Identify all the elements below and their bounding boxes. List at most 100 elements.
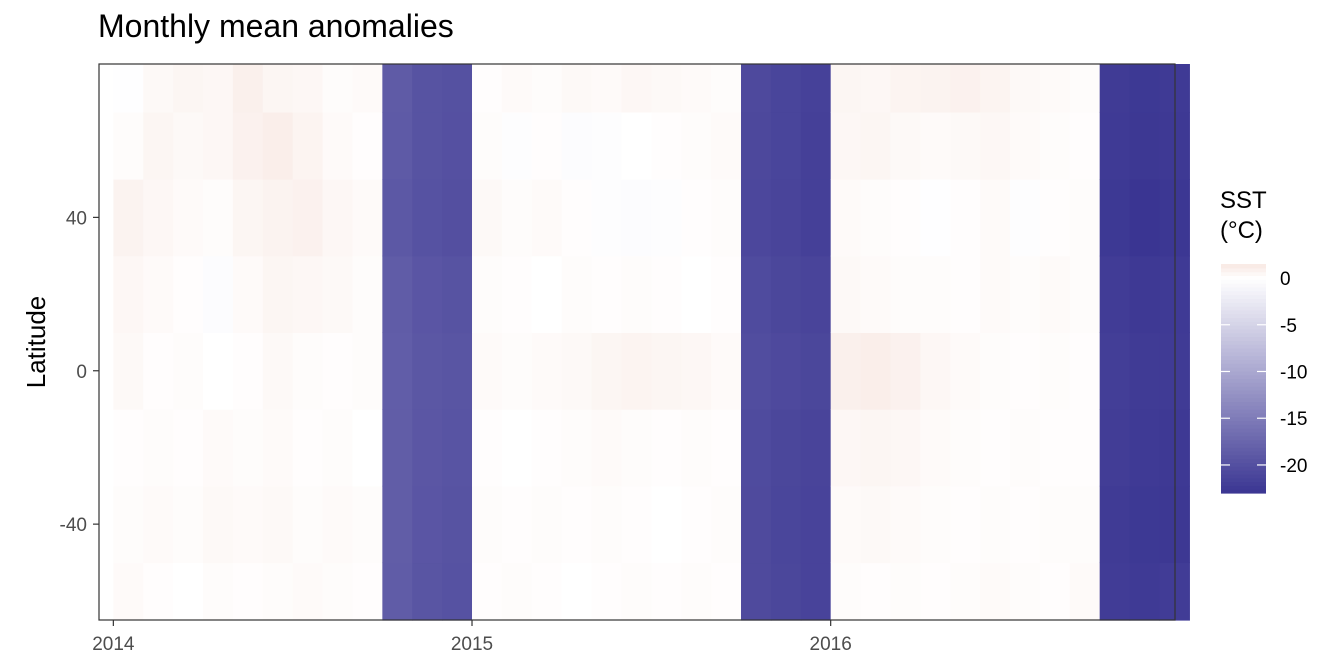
heatmap-cell	[412, 179, 443, 257]
colorbar-segment	[1221, 435, 1266, 441]
heatmap-cell	[232, 409, 264, 487]
heatmap-cell	[173, 64, 204, 113]
heatmap-cell	[621, 255, 652, 334]
colorbar-segment	[1221, 283, 1266, 288]
heatmap-cell	[711, 64, 742, 113]
colorbar-segment	[1221, 351, 1266, 357]
heatmap-cell	[621, 562, 652, 621]
heatmap-cell	[292, 255, 324, 334]
heatmap-cell	[770, 332, 802, 410]
heatmap-cell	[1039, 409, 1071, 487]
x-tick-label: 2014	[92, 634, 135, 655]
heatmap-cell	[741, 111, 772, 180]
heatmap-cell	[681, 64, 712, 113]
colorbar-segment	[1221, 347, 1266, 353]
heatmap-cell	[143, 111, 174, 180]
heatmap-cell	[412, 409, 443, 487]
heatmap-cell	[113, 562, 144, 621]
heatmap-cell	[591, 179, 623, 257]
heatmap-cell	[890, 64, 921, 113]
colorbar-tick-label: -20	[1280, 456, 1307, 477]
heatmap-cell	[173, 255, 204, 334]
heatmap-cell	[770, 179, 802, 257]
heatmap-cell	[322, 255, 354, 334]
heatmap-cell	[1039, 255, 1071, 334]
colorbar-segment	[1221, 462, 1266, 467]
heatmap-cell	[203, 111, 234, 180]
heatmap-cell	[741, 485, 772, 564]
heatmap-cell	[292, 332, 324, 410]
heatmap-cell	[651, 179, 682, 257]
heatmap-cell	[621, 64, 652, 113]
colorbar-tick-label: 0	[1280, 269, 1291, 290]
heatmap-cell	[950, 332, 981, 410]
heatmap-cell	[591, 562, 623, 621]
heatmap-cell	[352, 64, 383, 113]
heatmap-cell	[860, 485, 892, 564]
heatmap-cell	[591, 332, 623, 410]
heatmap-cell	[920, 332, 951, 410]
heatmap-cell	[1010, 64, 1041, 113]
heatmap-cell	[173, 179, 204, 257]
colorbar-segment	[1221, 473, 1266, 479]
heatmap-cell	[1129, 64, 1161, 113]
heatmap-cell	[950, 409, 981, 487]
heatmap-cell	[232, 111, 264, 180]
colorbar-segment	[1221, 321, 1266, 326]
heatmap-cell	[173, 562, 204, 621]
heatmap-cell	[173, 409, 204, 487]
heatmap-cell	[501, 409, 533, 487]
heatmap-cell	[412, 332, 443, 410]
heatmap-cell	[980, 179, 1011, 257]
colorbar-segment	[1221, 470, 1266, 475]
heatmap-cell	[113, 179, 144, 257]
colorbar-segment	[1221, 389, 1266, 395]
heatmap-cell	[531, 332, 563, 410]
colorbar-segment	[1221, 355, 1266, 361]
panel-border	[98, 63, 1176, 621]
heatmap-cell	[531, 409, 563, 487]
heatmap-cell	[322, 409, 354, 487]
heatmap-cell	[770, 562, 802, 621]
colorbar-segment	[1221, 325, 1266, 330]
colorbar-segment	[1221, 428, 1266, 433]
heatmap-cell	[531, 64, 563, 113]
heatmap-cell	[382, 332, 413, 410]
y-tick-label: 40	[66, 208, 87, 229]
heatmap-cell	[920, 255, 951, 334]
heatmap-cell	[1069, 485, 1101, 564]
heatmap-cell	[203, 255, 234, 334]
heatmap-cell	[651, 409, 682, 487]
legend-title-line-1: SST	[1220, 187, 1267, 214]
heatmap-cell	[501, 179, 533, 257]
heatmap-cell	[920, 562, 951, 621]
heatmap-cell	[292, 111, 324, 180]
colorbar-tick-label: -15	[1280, 409, 1307, 430]
heatmap-cell	[711, 562, 742, 621]
heatmap-cell	[860, 332, 892, 410]
colorbar-segment	[1221, 416, 1266, 422]
heatmap-cell	[531, 111, 563, 180]
heatmap-cell	[890, 179, 921, 257]
heatmap-cell	[1039, 485, 1071, 564]
heatmap-cell	[442, 485, 473, 564]
heatmap-cell	[322, 562, 354, 621]
colorbar-segment	[1221, 431, 1266, 437]
heatmap-cell	[860, 409, 892, 487]
heatmap-cell	[1129, 332, 1161, 410]
heatmap-cell	[1099, 111, 1131, 180]
heatmap-cell	[800, 255, 832, 334]
heatmap-cell	[382, 179, 413, 257]
heatmap-cell	[1039, 332, 1071, 410]
heatmap-cell	[352, 332, 383, 410]
heatmap-cell	[800, 409, 832, 487]
colorbar: 0 -5 -10 -15 -20	[1221, 264, 1307, 494]
heatmap-cell	[262, 255, 294, 334]
heatmap-cell	[980, 332, 1011, 410]
heatmap-cell	[741, 332, 772, 410]
colorbar-segment	[1221, 305, 1266, 311]
heatmap-cell	[800, 485, 832, 564]
heatmap-cell	[591, 485, 623, 564]
colorbar-segment	[1221, 294, 1266, 299]
heatmap-cell	[262, 485, 294, 564]
